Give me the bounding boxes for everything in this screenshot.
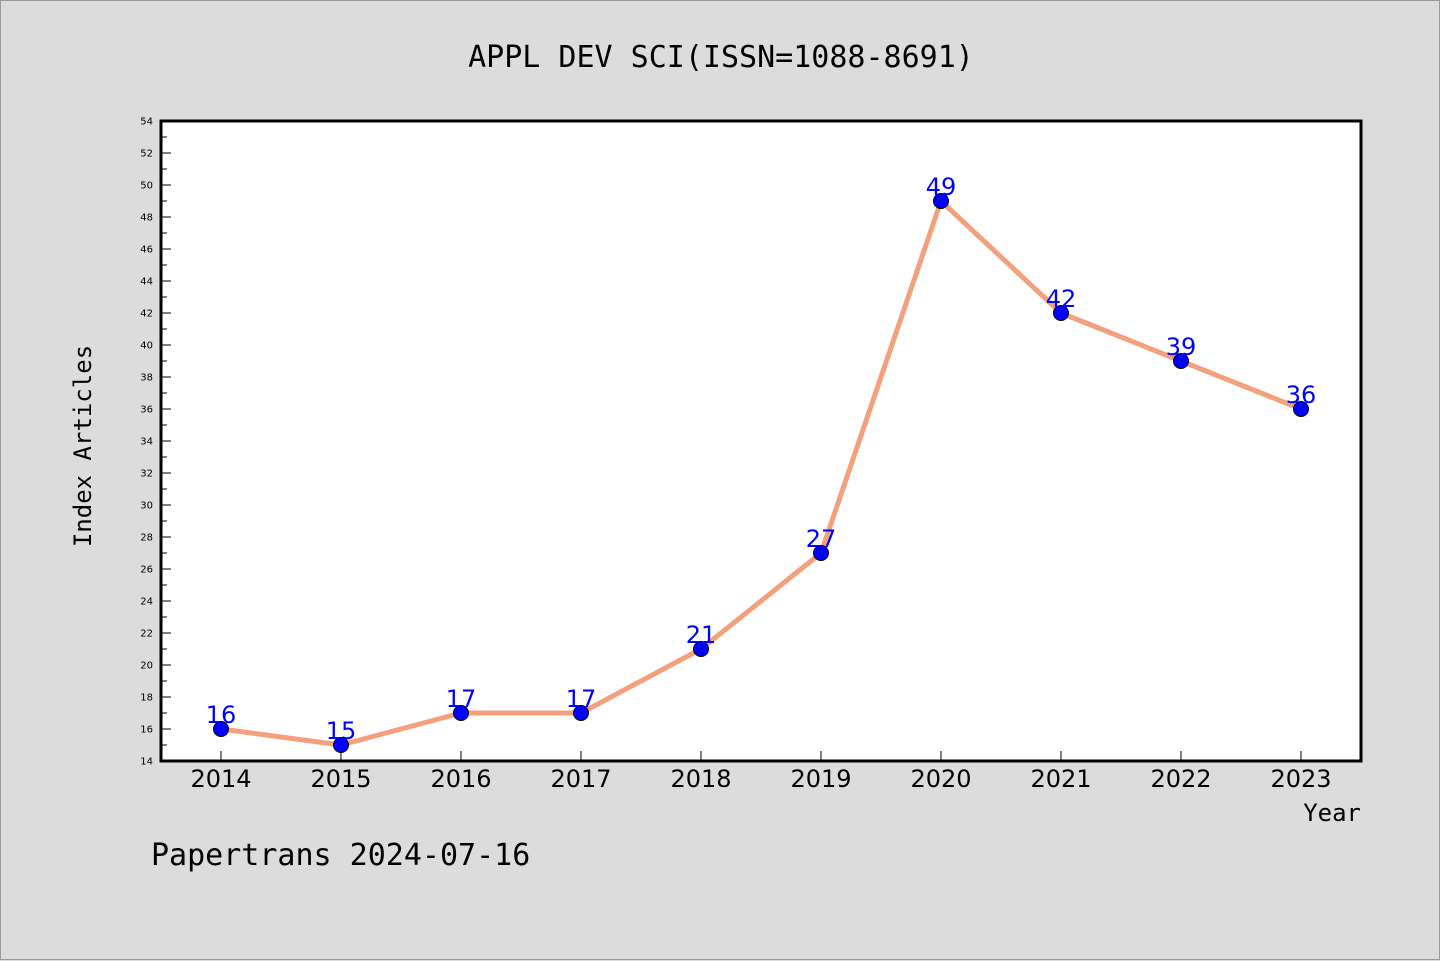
y-tick-label: 38 [140,373,153,384]
x-tick-label: 2017 [550,765,611,793]
x-axis: 2014 2015 2016 2017 2018 2019 2020 2021 2022 2023 [190,751,1332,793]
data-label: 49 [926,173,957,201]
y-tick-label: 36 [140,405,153,416]
data-point [213,721,229,737]
y-tick-label: 32 [140,469,153,480]
data-point [573,705,589,721]
data-label: 17 [446,685,477,713]
plot-area [159,119,1363,763]
footer-text: Papertrans 2024-07-16 [151,838,530,873]
x-tick-label: 2020 [910,765,971,793]
x-tick-label: 2018 [670,765,731,793]
data-point [453,705,469,721]
x-tick-label: 2016 [430,765,491,793]
series-line [218,198,1304,748]
x-tick-label: 2021 [1030,765,1091,793]
data-point [1173,353,1189,369]
x-tick-label: 2015 [310,765,371,793]
y-tick-label: 34 [140,437,153,448]
data-label: 16 [206,701,237,729]
y-tick-label: 26 [140,565,153,576]
data-label: 15 [326,717,357,745]
y-tick-label: 50 [140,181,153,192]
y-axis-label: Index Articles [69,345,97,547]
y-axis: 14 16 18 20 22 24 26 28 30 32 34 36 38 40 42 44 46 48 50 52… [140,117,171,768]
y-tick-label: 14 [140,757,153,768]
y-tick-label: 40 [140,341,153,352]
data-point [813,545,829,561]
y-tick-label: 30 [140,501,153,512]
y-tick-label: 20 [140,661,153,672]
chart-title: APPL DEV SCI(ISSN=1088-8691) [468,40,974,75]
x-tick-label: 2022 [1150,765,1211,793]
x-tick-label: 2014 [190,765,251,793]
y-tick-label: 18 [140,693,153,704]
y-tick-label: 42 [140,309,153,320]
data-point [693,641,709,657]
data-label: 27 [806,525,837,553]
y-tick-label: 48 [140,213,153,224]
y-tick-label: 44 [140,277,153,288]
data-point [1053,305,1069,321]
y-tick-label: 46 [140,245,153,256]
data-label: 17 [566,685,597,713]
y-tick-label: 16 [140,725,153,736]
data-label: 42 [1046,285,1077,313]
y-tick-label: 28 [140,533,153,544]
series-markers [213,193,1309,753]
y-tick-label: 54 [140,117,153,128]
data-labels: 16 15 17 17 21 27 49 42 39 36 [206,173,1317,745]
x-axis-label: Year [1303,799,1361,827]
data-point [1293,401,1309,417]
x-tick-label: 2023 [1270,765,1331,793]
data-point [933,193,949,209]
data-point [333,737,349,753]
x-tick-label: 2019 [790,765,851,793]
y-tick-label: 24 [140,597,153,608]
data-label: 21 [686,621,717,649]
data-label: 39 [1166,333,1197,361]
data-label: 36 [1286,381,1317,409]
y-tick-label: 52 [140,149,153,160]
y-tick-label: 22 [140,629,153,640]
